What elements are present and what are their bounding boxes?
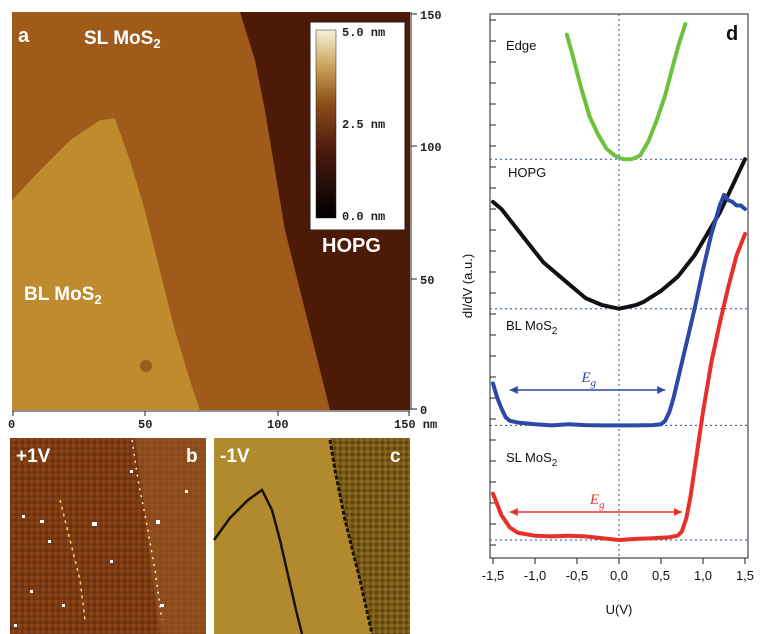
- annotation-group: Eg Eg: [509, 370, 682, 516]
- bottom-tick-150: 150 nm: [394, 418, 437, 432]
- eg-arrowhead-left-1: [509, 508, 518, 516]
- panel-a-letter: a: [18, 25, 30, 47]
- colorbar-gradient: [315, 29, 337, 219]
- panel-c-letter: c: [390, 446, 401, 467]
- bottom-tick-50: 50: [138, 418, 152, 432]
- panel-b-edge-trace-2: [131, 439, 163, 621]
- hopg-label: HOPG: [322, 235, 381, 257]
- y-axis-label: dI/dV (a.u.): [460, 254, 475, 318]
- panel-b-bright-spots: [14, 470, 188, 627]
- series-line-hopg: [491, 157, 747, 311]
- x-tick-label: 0,5: [652, 568, 670, 583]
- colorbar-tick-min: 0.0 nm: [342, 210, 385, 224]
- sl-region: [12, 12, 330, 410]
- right-tick-100: 100: [420, 141, 442, 155]
- y-minor-ticks: [490, 19, 496, 546]
- series-line-bl: [491, 192, 747, 428]
- colorbar-tick-mid: 2.5 nm: [342, 118, 385, 132]
- eg-arrowhead-right-1: [674, 508, 682, 516]
- bottom-tick-100: 100: [267, 418, 289, 432]
- x-tick-label: -0,5: [566, 568, 588, 583]
- panel-b: +1V b: [10, 438, 206, 634]
- panel-d: d -1,5 -1,0 -0,5 0,0 0,5 1,0 1,5 Eg Eg Edge HOP…: [460, 13, 754, 617]
- series-label-hopg: HOPG: [508, 165, 546, 180]
- series-label-sl: SL MoS2: [506, 450, 558, 469]
- x-tick-label: 1,5: [736, 568, 754, 583]
- x-tick-label: -1,0: [524, 568, 546, 583]
- panel-c-bl-edge: [212, 488, 304, 634]
- panel-c-bias: -1V: [220, 446, 250, 467]
- bl-region: [12, 118, 200, 410]
- panel-d-letter: d: [726, 23, 738, 45]
- x-tick-label: -1,5: [482, 568, 504, 583]
- bottom-axis-ticks: [12, 411, 410, 416]
- panel-c-hopg-region: [330, 438, 410, 634]
- panel-c: -1V c: [212, 438, 410, 634]
- series-line-edge: [564, 22, 688, 162]
- panel-b-bias: +1V: [16, 446, 51, 467]
- bl-mos2-label: BL MoS2: [24, 284, 102, 307]
- zero-bias-gridline-group: [490, 14, 748, 558]
- eg-arrowhead-left-0: [509, 386, 518, 394]
- series-label-bl: BL MoS2: [506, 318, 558, 337]
- x-tick-label: 0,0: [610, 568, 628, 583]
- right-tick-150: 150: [420, 9, 442, 23]
- x-tick-label: 1,0: [694, 568, 712, 583]
- sl-mos2-label: SL MoS2: [84, 28, 161, 51]
- colorbar-tick-max: 5.0 nm: [342, 26, 385, 40]
- right-tick-50: 50: [420, 274, 434, 288]
- defect-spot: [140, 360, 152, 372]
- panel-b-hopg-region: [135, 438, 206, 634]
- eg-label-1: Eg: [589, 492, 605, 511]
- right-axis-ticks: [411, 13, 417, 410]
- series-label-edge: Edge: [506, 38, 536, 53]
- x-axis-ticks: -1,5 -1,0 -0,5 0,0 0,5 1,0 1,5: [482, 558, 754, 583]
- bottom-tick-0: 0: [8, 418, 15, 432]
- series-group: [491, 22, 747, 542]
- right-tick-0: 0: [420, 404, 427, 418]
- eg-arrowhead-right-0: [657, 386, 666, 394]
- x-axis-label: U(V): [606, 602, 633, 617]
- panel-b-letter: b: [186, 446, 198, 467]
- series-line-sl: [491, 232, 747, 542]
- panel-a: a SL MoS2 BL MoS2 HOPG 5.0 nm 2.5 nm 0.0…: [8, 9, 442, 432]
- panel-c-hopg-edge: [328, 439, 374, 634]
- eg-label-0: Eg: [581, 370, 597, 389]
